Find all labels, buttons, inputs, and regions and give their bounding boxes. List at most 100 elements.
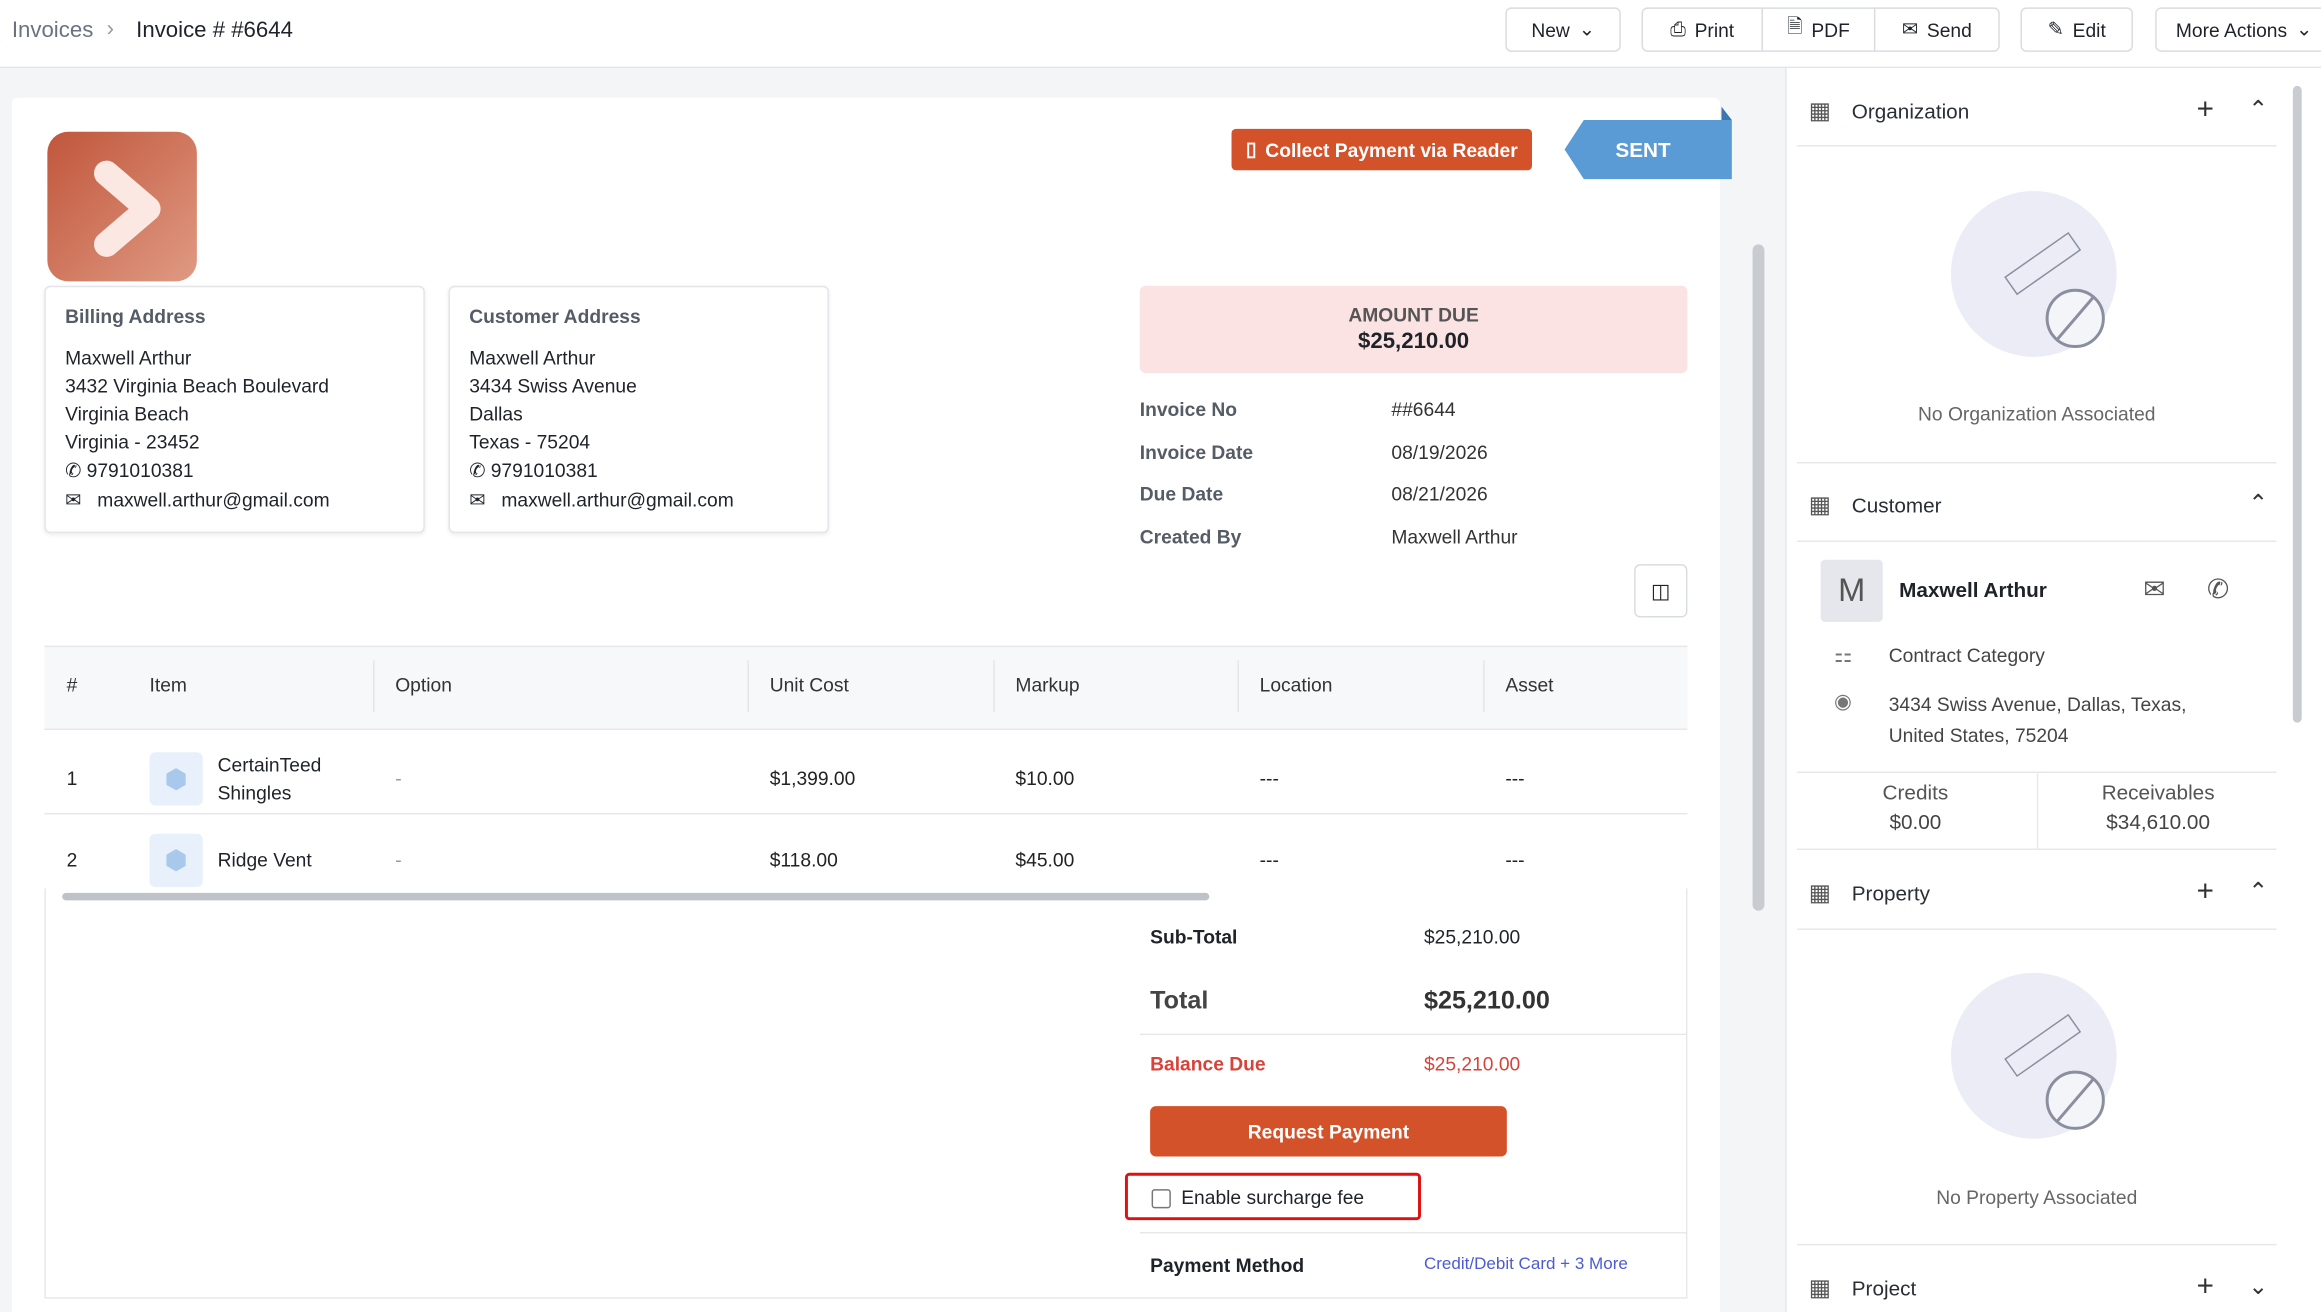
- no-slash: [2056, 296, 2095, 341]
- table-scrollbar[interactable]: [62, 892, 1210, 901]
- column-header: Location: [1259, 673, 1333, 696]
- address: 3434 Swiss Avenue, Dallas, Texas, United…: [1888, 693, 2187, 747]
- column-divider: [1483, 660, 1485, 713]
- add-button[interactable]: +: [2196, 875, 2214, 908]
- cell: -: [395, 848, 402, 871]
- item-thumbnail: ⬢: [149, 833, 203, 887]
- receivables-label: Receivables: [2101, 780, 2215, 805]
- collapse-button[interactable]: ⌃: [2248, 879, 2269, 905]
- total-value: $25,210.00: [1423, 986, 1550, 1015]
- section-title: Project: [1851, 1276, 1917, 1301]
- label: PDF: [1811, 18, 1850, 41]
- phone: ✆ 9791010381: [469, 459, 598, 482]
- category: Contract Category: [1888, 644, 2045, 667]
- totals-border: [44, 888, 46, 1298]
- section-icon: ▦: [1808, 1276, 1832, 1302]
- balance-label: Balance Due: [1150, 1052, 1266, 1076]
- column-divider: [373, 660, 375, 713]
- empty-text: No Property Associated: [1936, 1186, 2138, 1209]
- subtotal-label: Sub-Total: [1150, 925, 1238, 948]
- highlight-box: [1124, 1172, 1421, 1221]
- email-icon[interactable]: ✉: [2143, 574, 2166, 605]
- add-button[interactable]: +: [2196, 1270, 2214, 1304]
- column-header: Markup: [1015, 673, 1080, 696]
- address-line: Virginia Beach: [65, 402, 189, 425]
- collapse-button[interactable]: ⌄: [2248, 1274, 2269, 1301]
- empty-text: No Organization Associated: [1918, 402, 2156, 425]
- divider: [1796, 771, 2277, 773]
- payment-method-link[interactable]: Credit/Debit Card + 3 More: [1423, 1255, 1628, 1274]
- customer-name: Maxwell Arthur: [1899, 577, 2047, 602]
- label: Send: [1926, 18, 1972, 41]
- billing-card: Billing Address Maxwell Arthur 3432 Virgin…: [44, 285, 425, 534]
- section-title: Property: [1851, 881, 1931, 905]
- section-title: Customer: [1851, 493, 1942, 517]
- label: Collect Payment via Reader: [1265, 138, 1518, 161]
- collapse-button[interactable]: ⌃: [2248, 491, 2269, 517]
- status-text: SENT: [1615, 139, 1671, 162]
- cell: 1: [66, 767, 78, 790]
- item-thumbnail: ⬢: [149, 752, 203, 806]
- collect-payment-button[interactable]: ▯ Collect Payment via Reader: [1231, 128, 1533, 171]
- phone-number: 9791010381: [86, 459, 194, 482]
- table-header: [44, 645, 1688, 731]
- phone-number: 9791010381: [490, 459, 598, 482]
- detail-label: Invoice No: [1139, 398, 1238, 421]
- breadcrumb-link[interactable]: Invoices: [11, 17, 94, 43]
- print-button[interactable]: ⎙ Print: [1641, 7, 1763, 52]
- row-divider: [44, 812, 1688, 815]
- address-line: Virginia - 23452: [65, 430, 200, 454]
- icon: ✎: [2047, 17, 2064, 40]
- credits-value: $0.00: [1889, 809, 1942, 834]
- collapse-button[interactable]: ⌃: [2248, 97, 2269, 123]
- breadcrumb-current: Invoice # #6644: [136, 17, 293, 43]
- empty-illustration: [1950, 191, 2117, 357]
- scrollbar[interactable]: [1752, 244, 1765, 911]
- logo-mark: [93, 160, 161, 257]
- add-button[interactable]: +: [2196, 93, 2214, 126]
- column-divider: [747, 660, 749, 713]
- new-button[interactable]: New ⌄: [1505, 7, 1621, 52]
- cell: ---: [1505, 767, 1525, 790]
- subtotal-value: $25,210.00: [1423, 925, 1521, 948]
- section-title: Organization: [1851, 99, 1970, 123]
- edit-button[interactable]: ✎ Edit: [2020, 7, 2133, 52]
- location-icon: ◉: [1833, 688, 1853, 713]
- detail-value: 08/21/2026: [1391, 482, 1488, 505]
- detail-label: Invoice Date: [1139, 440, 1254, 463]
- request-payment-button[interactable]: Request Payment: [1150, 1106, 1507, 1157]
- divider: [2036, 772, 2039, 849]
- surcharge-label: Enable surcharge fee: [1181, 1186, 1365, 1209]
- cell: ---: [1505, 848, 1525, 871]
- divider: [1796, 540, 2277, 542]
- column-toggle[interactable]: ◫: [1634, 564, 1688, 618]
- pdf-button[interactable]: 🗎 PDF: [1761, 7, 1876, 52]
- send-button[interactable]: ✉ Send: [1873, 7, 2000, 52]
- breadcrumb-separator: ›: [106, 16, 114, 42]
- detail-value: Maxwell Arthur: [1391, 524, 1518, 548]
- divider: [1139, 1232, 1688, 1234]
- balance-value: $25,210.00: [1423, 1052, 1521, 1076]
- surcharge-checkbox[interactable]: [1151, 1189, 1171, 1209]
- label: New: [1531, 18, 1570, 41]
- address-line: Maxwell Arthur: [469, 346, 596, 369]
- chevron: ⌄: [1578, 17, 1595, 40]
- divider: [1796, 928, 2277, 930]
- more-actions-button[interactable]: More Actions ⌄: [2155, 7, 2321, 52]
- icon: ▯: [1245, 137, 1257, 160]
- satellite: [2004, 1013, 2082, 1078]
- totals-border: [44, 1297, 1688, 1299]
- cell: $118.00: [769, 848, 838, 871]
- amount-due-box: AMOUNT DUE $25,210.00: [1139, 285, 1688, 374]
- ribbon-fold: [1721, 106, 1732, 120]
- cell: $10.00: [1015, 767, 1075, 790]
- sidebar-scrollbar[interactable]: [2292, 85, 2302, 723]
- column-divider: [993, 660, 995, 713]
- column-header: #: [66, 673, 78, 696]
- phone-icon[interactable]: ✆: [2206, 574, 2230, 605]
- column-header: Item: [149, 673, 187, 696]
- cell: $1,399.00: [769, 767, 856, 790]
- chevron: ⌄: [2296, 17, 2313, 40]
